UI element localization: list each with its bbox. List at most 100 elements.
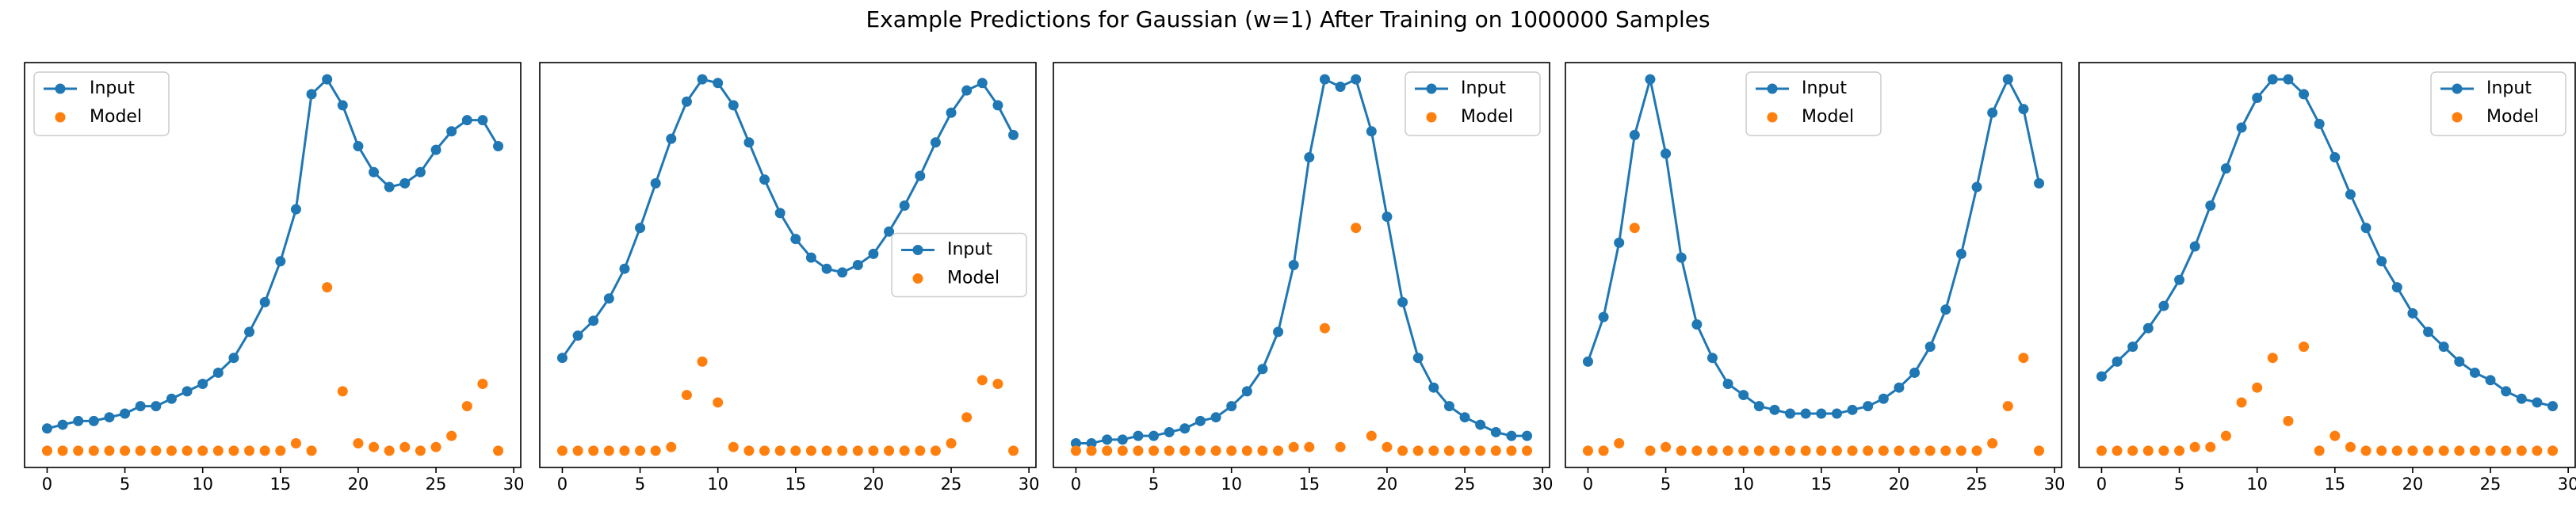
point	[1847, 404, 1858, 415]
point	[821, 445, 832, 456]
point	[384, 181, 395, 193]
point	[2314, 118, 2325, 129]
point	[556, 445, 568, 456]
point	[992, 379, 1003, 390]
point	[1987, 438, 1998, 449]
point	[946, 107, 957, 118]
point	[884, 445, 895, 456]
point	[1738, 445, 1749, 456]
point	[1382, 441, 1393, 452]
point	[977, 78, 988, 89]
point	[1598, 311, 1609, 322]
point	[1335, 81, 1346, 92]
x-tick-label: 5	[120, 475, 130, 494]
point	[728, 441, 739, 452]
point	[2547, 445, 2559, 456]
point	[2516, 445, 2527, 456]
point	[166, 393, 177, 404]
x-tick-label: 25	[1966, 475, 1988, 494]
point	[120, 408, 131, 419]
point	[1335, 441, 1346, 452]
point	[2267, 74, 2278, 85]
point	[2158, 445, 2169, 456]
point	[1319, 74, 1330, 85]
point	[1304, 441, 1315, 452]
point	[2142, 445, 2154, 456]
series-line	[1587, 76, 2041, 415]
point	[1785, 445, 1796, 456]
point	[1226, 445, 1237, 456]
point	[1194, 415, 1206, 426]
point	[619, 445, 630, 456]
point	[1257, 364, 1268, 375]
point	[1490, 445, 1501, 456]
point	[837, 267, 848, 278]
point	[2142, 322, 2154, 334]
point	[666, 133, 677, 144]
point	[635, 445, 646, 456]
point	[1194, 445, 1206, 456]
point	[2252, 93, 2263, 104]
point	[1133, 445, 1144, 456]
point	[899, 200, 910, 211]
point	[2360, 223, 2372, 234]
x-tick-label: 20	[1377, 475, 1398, 494]
legend: Input Model	[2430, 71, 2566, 136]
point	[2547, 401, 2559, 412]
x-tick-label: 0	[1583, 475, 1593, 494]
point	[743, 445, 755, 456]
point	[1179, 445, 1191, 456]
point	[2376, 445, 2387, 456]
point	[2423, 445, 2434, 456]
legend-label: Model	[1461, 107, 1513, 127]
point	[2407, 307, 2418, 319]
point	[2034, 177, 2045, 189]
axes-frame	[24, 62, 522, 468]
x-tick-label: 30	[1532, 475, 1554, 494]
point	[353, 438, 364, 449]
point	[493, 140, 504, 151]
point	[244, 326, 255, 338]
point	[1629, 223, 1640, 234]
point	[1382, 212, 1393, 223]
point	[572, 330, 583, 341]
point	[2189, 241, 2200, 252]
point	[1909, 445, 1921, 456]
x-tick-label: 10	[2246, 475, 2268, 494]
plot-area: 0 5 10 15 20 25 30 Input Model	[24, 62, 525, 494]
plot-area: 0 5 10 15 20 25 30 Input Model	[1053, 62, 1554, 494]
point	[1816, 445, 1827, 456]
point	[728, 100, 739, 111]
point	[228, 353, 239, 364]
point	[275, 445, 286, 456]
point	[2002, 74, 2013, 85]
x-tick-label: 15	[2324, 475, 2345, 494]
point	[477, 115, 488, 126]
point	[868, 248, 879, 259]
plot-area: 0 5 10 15 20 25 30 Input Model	[1565, 62, 2066, 494]
point	[588, 315, 599, 326]
point	[415, 166, 426, 177]
legend-marker	[912, 273, 923, 284]
x-tick-label: 20	[2402, 475, 2424, 494]
point	[743, 137, 755, 148]
point	[1288, 441, 1299, 452]
axes-frame	[539, 62, 1037, 468]
point	[1645, 74, 1656, 85]
point	[961, 412, 973, 423]
point	[681, 96, 692, 107]
x-tick-label: 25	[941, 475, 962, 494]
point	[2220, 430, 2231, 441]
point	[2096, 371, 2107, 382]
point	[1164, 445, 1175, 456]
point	[1614, 237, 1625, 248]
point	[2391, 445, 2402, 456]
axes-frame	[1565, 62, 2062, 468]
point	[2516, 393, 2527, 404]
point	[1086, 438, 1097, 449]
point	[1738, 390, 1749, 401]
point	[1412, 445, 1424, 456]
point	[1940, 445, 1951, 456]
legend-marker	[2452, 112, 2463, 123]
